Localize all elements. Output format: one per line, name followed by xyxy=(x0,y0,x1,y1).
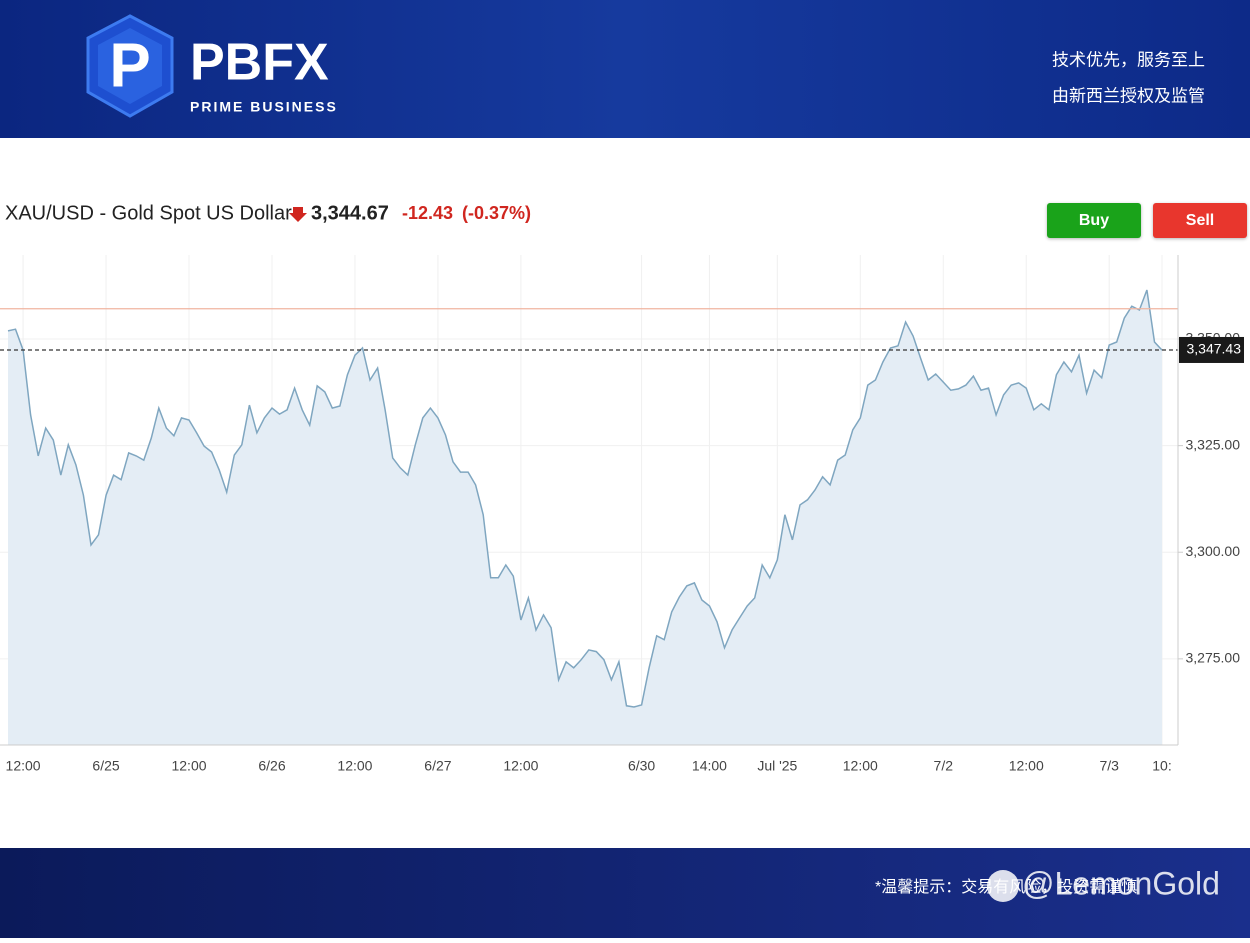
x-tick-label: Jul '25 xyxy=(757,758,797,774)
logo-text: PBFX xyxy=(190,34,329,92)
header: P PBFX PRIME BUSINESS 技术优先，服务至上 由新西兰授权及监… xyxy=(0,0,1250,138)
x-tick-label: 12:00 xyxy=(843,758,878,774)
price: 3,344.67 xyxy=(311,202,389,224)
x-tick-label: 7/3 xyxy=(1099,758,1119,774)
watermark-icon xyxy=(987,870,1019,902)
tagline: 技术优先，服务至上 xyxy=(1052,50,1205,69)
down-arrow xyxy=(289,207,307,222)
current-price-label: 3,347.43 xyxy=(1187,341,1242,357)
footer-content: *温馨提示：交易有风险，投资需谨慎 @LemonGold xyxy=(875,865,1220,902)
x-tick-label: 6/30 xyxy=(628,758,655,774)
chart-title: XAU/USD - Gold Spot US Dollar xyxy=(5,202,292,224)
logo-icon-inner xyxy=(98,28,162,104)
logo-icon-letter: P xyxy=(109,31,150,100)
chart: XAU/USD - Gold Spot US Dollar 3,344.67 -… xyxy=(0,202,1244,774)
x-tick-label: 6/26 xyxy=(258,758,285,774)
y-tick-label: 3,325.00 xyxy=(1186,436,1241,452)
x-tick-label: 12:00 xyxy=(337,758,372,774)
x-tick-label: 6/27 xyxy=(424,758,451,774)
footer: *温馨提示：交易有风险，投资需谨慎 @LemonGold xyxy=(0,848,1250,938)
y-tick-label: 3,300.00 xyxy=(1186,543,1241,559)
x-tick-label: 12:00 xyxy=(503,758,538,774)
tagline: 由新西兰授权及监管 xyxy=(1052,86,1205,105)
x-tick-label: 14:00 xyxy=(692,758,727,774)
logo-subtext: PRIME BUSINESS xyxy=(190,99,338,115)
change: -12.43 xyxy=(402,203,453,223)
current-price-badge xyxy=(1179,336,1244,363)
x-tick-label: 12:00 xyxy=(6,758,41,774)
area xyxy=(8,290,1162,745)
logo-area: P PBFX PRIME BUSINESS 技术优先，服务至上 由新西兰授权及监… xyxy=(86,14,1205,118)
change-pct: (-0.37%) xyxy=(462,203,531,223)
watermark: @LemonGold xyxy=(1022,865,1220,901)
x-tick-label: 7/2 xyxy=(934,758,954,774)
x-tick-label: 12:00 xyxy=(1009,758,1044,774)
x-tick-label: 10: xyxy=(1152,758,1171,774)
sell-button[interactable]: Sell xyxy=(1153,203,1247,238)
x-tick-label: 6/25 xyxy=(92,758,119,774)
buy-button[interactable]: Buy xyxy=(1047,203,1141,238)
price-line xyxy=(7,289,1163,708)
y-tick-label: 3,275.00 xyxy=(1186,650,1241,666)
x-tick-label: 12:00 xyxy=(171,758,206,774)
